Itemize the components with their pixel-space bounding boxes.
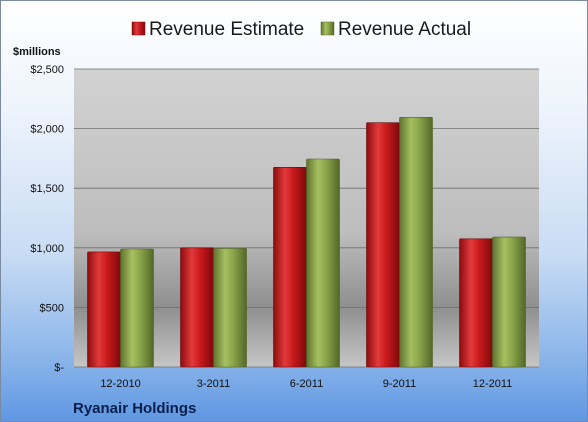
bar-revenue-actual <box>213 248 247 368</box>
y-tick-label: $- <box>54 362 64 374</box>
legend-label-estimate: Revenue Estimate <box>149 19 304 40</box>
x-tick-label: 12-2011 <box>473 378 513 390</box>
x-tick-label: 9-2011 <box>383 378 416 390</box>
x-tick-label: 6-2011 <box>290 378 323 390</box>
bar-revenue-estimate <box>87 251 121 368</box>
bar-revenue-estimate <box>273 167 307 368</box>
y-tick-label: $500 <box>40 302 64 314</box>
bar-revenue-estimate <box>366 122 400 368</box>
bar-revenue-actual <box>399 116 433 368</box>
company-name: Ryanair Holdings <box>73 400 196 417</box>
bar-revenue-estimate <box>180 247 214 368</box>
legend-swatch-actual <box>320 21 335 36</box>
y-axis-unit-label: $millions <box>13 46 61 58</box>
bar-revenue-estimate <box>459 238 493 368</box>
bar-revenue-actual <box>492 236 526 368</box>
bar-revenue-actual <box>306 158 340 368</box>
legend: Revenue Estimate Revenue Actual <box>131 19 471 40</box>
y-tick-label: $2,000 <box>30 124 64 136</box>
y-tick-label: $1,500 <box>30 183 64 195</box>
bar-revenue-actual <box>120 248 154 368</box>
x-tick-label: 3-2011 <box>197 378 230 390</box>
y-tick-label: $1,000 <box>30 243 64 255</box>
legend-swatch-estimate <box>131 21 146 36</box>
legend-label-actual: Revenue Actual <box>338 19 471 40</box>
axis-ticks: $- $500 $1,000 $1,500 $2,000 $2,500 12-2010 3-2… <box>30 64 512 390</box>
y-tick-label: $2,500 <box>30 64 64 76</box>
bars <box>87 116 526 368</box>
x-tick-label: 12-2010 <box>100 378 140 390</box>
